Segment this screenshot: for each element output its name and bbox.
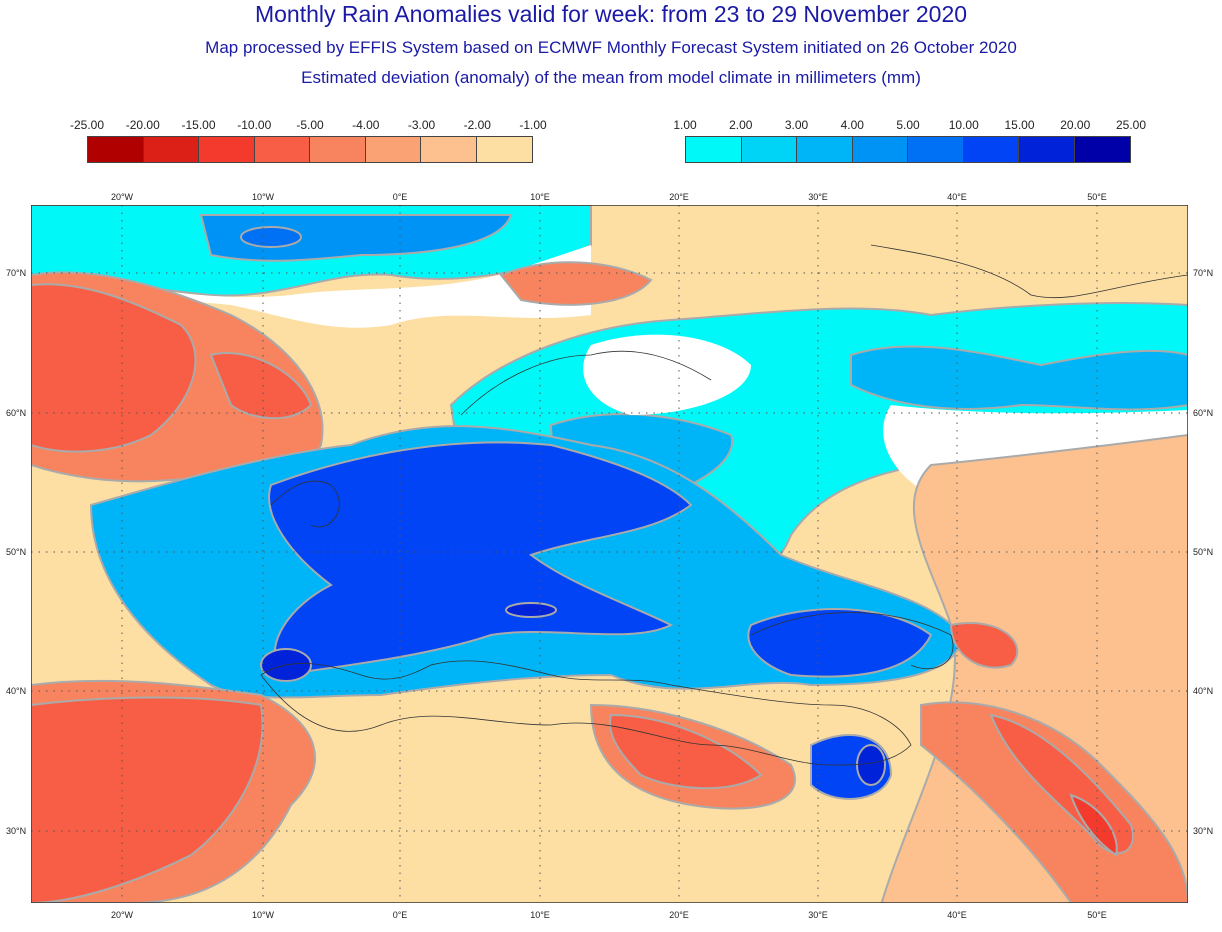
legend-label: -15.00 bbox=[181, 118, 216, 132]
lat-tick-label: 30°N bbox=[1193, 826, 1214, 836]
legend-swatch bbox=[686, 137, 742, 162]
legend-positive-colorbar bbox=[685, 136, 1131, 163]
legend-label: 4.00 bbox=[840, 118, 864, 132]
legend-swatch bbox=[852, 137, 908, 162]
lon-tick-label: 50°E bbox=[1087, 910, 1107, 920]
lon-tick-label: 10°E bbox=[530, 192, 550, 202]
legend-swatch bbox=[963, 137, 1019, 162]
coastlines bbox=[260, 244, 1188, 766]
lon-tick-label: 30°E bbox=[808, 192, 828, 202]
lat-tick-label: 60°N bbox=[1193, 408, 1214, 418]
legend-swatch bbox=[365, 137, 421, 162]
lon-tick-label: 50°E bbox=[1087, 192, 1107, 202]
legend-label: -1.00 bbox=[519, 118, 547, 132]
legend-swatch bbox=[254, 137, 310, 162]
legend-label: -3.00 bbox=[407, 118, 436, 132]
legend-label: 20.00 bbox=[1060, 118, 1091, 132]
lon-tick-label: 40°E bbox=[947, 192, 967, 202]
legend-label: -10.00 bbox=[237, 118, 272, 132]
legend-swatch bbox=[797, 137, 853, 162]
legend-swatch bbox=[1019, 137, 1075, 162]
lon-tick-label: 30°E bbox=[808, 910, 828, 920]
legend-negative-labels: -25.00 -20.00 -15.00 -10.00 -5.00 -4.00 -3.00 -… bbox=[70, 118, 547, 134]
lon-tick-label: 40°E bbox=[947, 910, 967, 920]
lat-tick-label: 70°N bbox=[6, 268, 27, 278]
lon-tick-label: 20°W bbox=[110, 192, 134, 202]
lon-tick-label: 20°E bbox=[669, 192, 689, 202]
legend-swatch bbox=[88, 137, 144, 162]
legend-positive-labels: 1.00 2.00 3.00 4.00 5.00 10.00 15.00 20.00 25.00 bbox=[673, 118, 1146, 134]
neutral-area bbox=[31, 245, 591, 328]
legend-swatch bbox=[310, 137, 366, 162]
lat-tick-label: 70°N bbox=[1193, 268, 1214, 278]
lat-tick-label: 40°N bbox=[1193, 686, 1214, 696]
lon-tick-label: 10°W bbox=[251, 910, 275, 920]
legend-negative-colorbar bbox=[87, 136, 533, 163]
lat-tick-label: 40°N bbox=[6, 686, 27, 696]
lon-tick-label: 10°E bbox=[530, 910, 550, 920]
legend-label: -2.00 bbox=[463, 118, 491, 132]
legend-label: -4.00 bbox=[352, 118, 380, 132]
legend-label: -25.00 bbox=[69, 118, 105, 132]
lat-tick-label: 30°N bbox=[6, 826, 27, 836]
legend-label: 2.00 bbox=[729, 118, 753, 132]
legend-label: -5.00 bbox=[296, 118, 324, 132]
lon-tick-label: 20°W bbox=[110, 910, 134, 920]
legend-swatch bbox=[741, 137, 797, 162]
lon-tick-label: 0°E bbox=[392, 910, 408, 920]
legend-swatch bbox=[908, 137, 964, 162]
legend-negative: -25.00 -20.00 -15.00 -10.00 -5.00 -4.00 -3.00 -… bbox=[70, 118, 547, 166]
lon-tick-label: 10°W bbox=[251, 192, 275, 202]
map-units-note: Estimated deviation (anomaly) of the mea… bbox=[301, 68, 921, 87]
lat-tick-label: 50°N bbox=[1193, 547, 1214, 557]
lat-tick-label: 50°N bbox=[6, 547, 27, 557]
legend-positive: 1.00 2.00 3.00 4.00 5.00 10.00 15.00 20.00 25.00 bbox=[673, 118, 1146, 166]
legend-swatch bbox=[1074, 137, 1130, 162]
legend-label: 10.00 bbox=[948, 118, 979, 132]
anomaly-map bbox=[31, 205, 1188, 903]
legend-label: 1.00 bbox=[673, 118, 697, 132]
legend-label: 5.00 bbox=[896, 118, 920, 132]
lat-tick-label: 60°N bbox=[6, 408, 27, 418]
lon-tick-label: 0°E bbox=[392, 192, 408, 202]
legend-swatch bbox=[143, 137, 199, 162]
legend-swatch bbox=[421, 137, 477, 162]
lon-tick-label: 20°E bbox=[669, 910, 689, 920]
graticule bbox=[31, 205, 1188, 903]
legend-label: 25.00 bbox=[1115, 118, 1147, 132]
legend-label: 15.00 bbox=[1004, 118, 1035, 132]
legend-swatch bbox=[199, 137, 255, 162]
legend-label: -20.00 bbox=[125, 118, 160, 132]
map-title: Monthly Rain Anomalies valid for week: f… bbox=[254, 1, 968, 27]
legend-label: 3.00 bbox=[784, 118, 809, 132]
map-subtitle: Map processed by EFFIS System based on E… bbox=[205, 38, 1017, 57]
legend-swatch bbox=[476, 137, 532, 162]
